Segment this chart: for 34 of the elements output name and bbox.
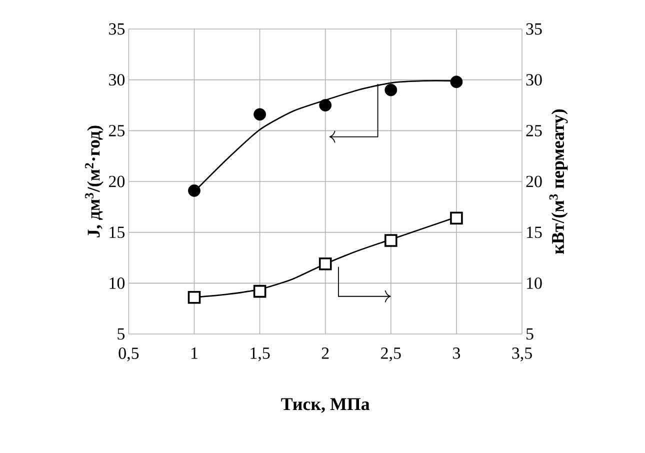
- y2-tick-label: 10: [527, 277, 542, 289]
- y-tick-label: 5: [118, 328, 125, 340]
- point: [254, 108, 266, 121]
- y-tick-label: 10: [110, 277, 125, 289]
- point: [319, 99, 332, 112]
- x-tick-label: 3: [453, 348, 460, 359]
- x-tick-label: 0,5: [118, 348, 139, 362]
- y2-axis-title: кВт/(м$^{3}$ пермеату): [549, 109, 568, 254]
- x-tick-label: 1: [192, 348, 198, 359]
- y-axis-title: J, дм$^{3}$/(м$^{2}$·год): [85, 126, 104, 238]
- x-tick-label: 2,5: [381, 348, 401, 362]
- y-tick-label: 20: [108, 176, 125, 188]
- point: [450, 76, 463, 88]
- y-tick-label: 35: [109, 23, 125, 35]
- x-tick-label: 2: [322, 348, 329, 359]
- y2-tick-label: 35: [526, 23, 542, 35]
- x-tick-label: 1,5: [250, 348, 270, 362]
- y2-tick-label: 5: [526, 328, 534, 340]
- x-tick-label: 3,5: [512, 348, 532, 362]
- point: [384, 84, 398, 96]
- y-tick-label: 25: [108, 124, 125, 136]
- point: [188, 184, 200, 197]
- point: [384, 234, 398, 247]
- y2-tick-label: 30: [526, 74, 542, 86]
- point: [450, 212, 463, 224]
- point: [188, 291, 201, 304]
- y2-tick-label: 15: [527, 226, 542, 238]
- y2-tick-label: 20: [526, 176, 542, 188]
- y-tick-label: 30: [109, 74, 125, 86]
- y2-tick-label: 25: [526, 124, 542, 136]
- point: [253, 284, 266, 298]
- point: [318, 257, 332, 270]
- x-axis-title: Тиск, МПа: [281, 398, 370, 413]
- y-tick-label: 15: [110, 226, 125, 238]
